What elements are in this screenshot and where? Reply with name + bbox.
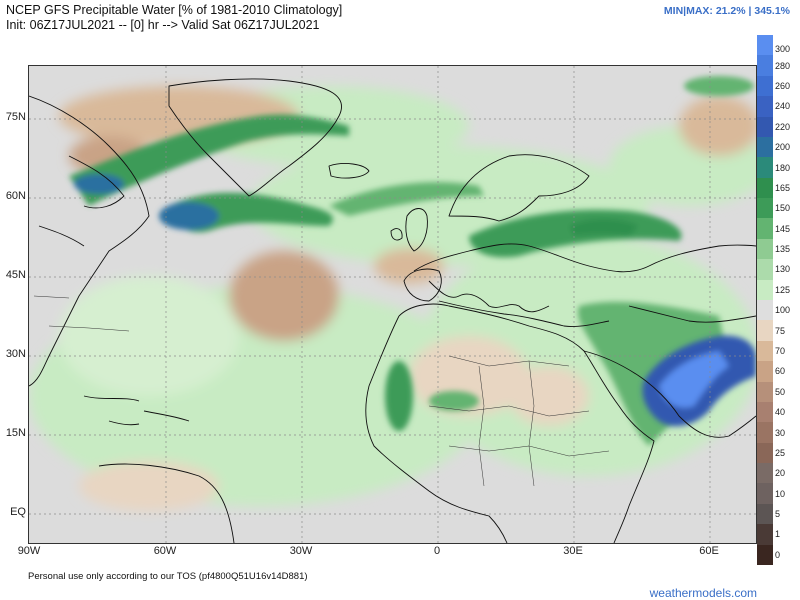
colorbar-label: 60 [775, 366, 786, 377]
colorbar-label: 300 [775, 44, 791, 55]
lon-label-60w: 60W [153, 545, 177, 557]
colorbar-label: 20 [775, 468, 786, 479]
map-title: NCEP GFS Precipitable Water [% of 1981-2… [6, 3, 342, 33]
colorbar-label: 145 [775, 223, 791, 234]
lat-label-eq: EQ [10, 506, 26, 518]
colorbar-cell [757, 218, 773, 240]
colorbar-cell [757, 401, 773, 423]
colorbar-cell [757, 503, 773, 525]
colorbar-cell [757, 177, 773, 199]
colorbar-label: 30 [775, 427, 786, 438]
map-panel[interactable] [28, 65, 757, 544]
colorbar-cell [757, 524, 773, 546]
colorbar-label: 5 [775, 509, 781, 520]
colorbar-label: 25 [775, 447, 786, 458]
colorbar-label: 130 [775, 264, 791, 275]
colorbar-cell [757, 157, 773, 179]
title-line-1: NCEP GFS Precipitable Water [% of 1981-2… [6, 3, 343, 17]
colorbar-label: 40 [775, 407, 786, 418]
colorbar-cell [757, 483, 773, 505]
colorbar-cell [757, 422, 773, 444]
lat-label-75n: 75N [5, 111, 26, 123]
colorbar-label: 1 [775, 529, 781, 540]
colorbar-label: 220 [775, 121, 791, 132]
colorbar-cell [757, 381, 773, 403]
lat-label-15n: 15N [5, 427, 26, 439]
colorbar-label: 135 [775, 244, 791, 255]
colorbar-label: 70 [775, 345, 786, 356]
colorbar-cell [757, 259, 773, 281]
colorbar-label: 0 [775, 549, 781, 560]
colorbar-cell [757, 361, 773, 383]
colorbar-label: 100 [775, 305, 791, 316]
colorbar-cell [757, 96, 773, 118]
colorbar-cell [757, 116, 773, 138]
colorbar-cell [757, 300, 773, 321]
min-max-readout: MIN|MAX: 21.2% | 345.1% [663, 5, 790, 17]
tos-note: Personal use only according to our TOS (… [28, 571, 308, 582]
colorbar-label: 180 [775, 162, 791, 173]
colorbar-label: 150 [775, 203, 791, 214]
lat-label-30n: 30N [5, 348, 26, 360]
colorbar-label: 260 [775, 80, 791, 91]
lon-label-60e: 60E [699, 545, 719, 557]
colorbar-cell [757, 75, 773, 97]
colorbar-label: 75 [775, 325, 786, 336]
lon-label-90w: 90W [17, 545, 41, 557]
colorbar-label: 280 [775, 60, 791, 71]
lat-label-45n: 45N [5, 269, 26, 281]
colorbar-cell [757, 463, 773, 484]
colorbar-label: 10 [775, 488, 786, 499]
colorbar-label: 125 [775, 284, 791, 295]
precipitable-water-map [29, 66, 756, 543]
colorbar-label: 165 [775, 182, 791, 193]
lat-label-60n: 60N [5, 190, 26, 202]
colorbar-cell [757, 442, 773, 464]
brand-link[interactable]: weathermodels.com [649, 586, 757, 600]
colorbar-label: 240 [775, 101, 791, 112]
colorbar-cell [757, 320, 773, 342]
colorbar-cell [757, 238, 773, 260]
colorbar [757, 35, 773, 566]
colorbar-cell [757, 136, 773, 158]
colorbar-cell [757, 55, 773, 77]
lon-label-0: 0 [433, 545, 441, 557]
lon-label-30w: 30W [289, 545, 313, 557]
colorbar-cell [757, 279, 773, 301]
colorbar-label: 200 [775, 142, 791, 153]
colorbar-cell [757, 544, 773, 566]
colorbar-cell [757, 340, 773, 362]
colorbar-cell [757, 198, 773, 219]
colorbar-cell [757, 35, 773, 56]
colorbar-label: 50 [775, 386, 786, 397]
lon-label-30e: 30E [563, 545, 583, 557]
title-line-2: Init: 06Z17JUL2021 -- [0] hr --> Valid S… [6, 18, 320, 32]
